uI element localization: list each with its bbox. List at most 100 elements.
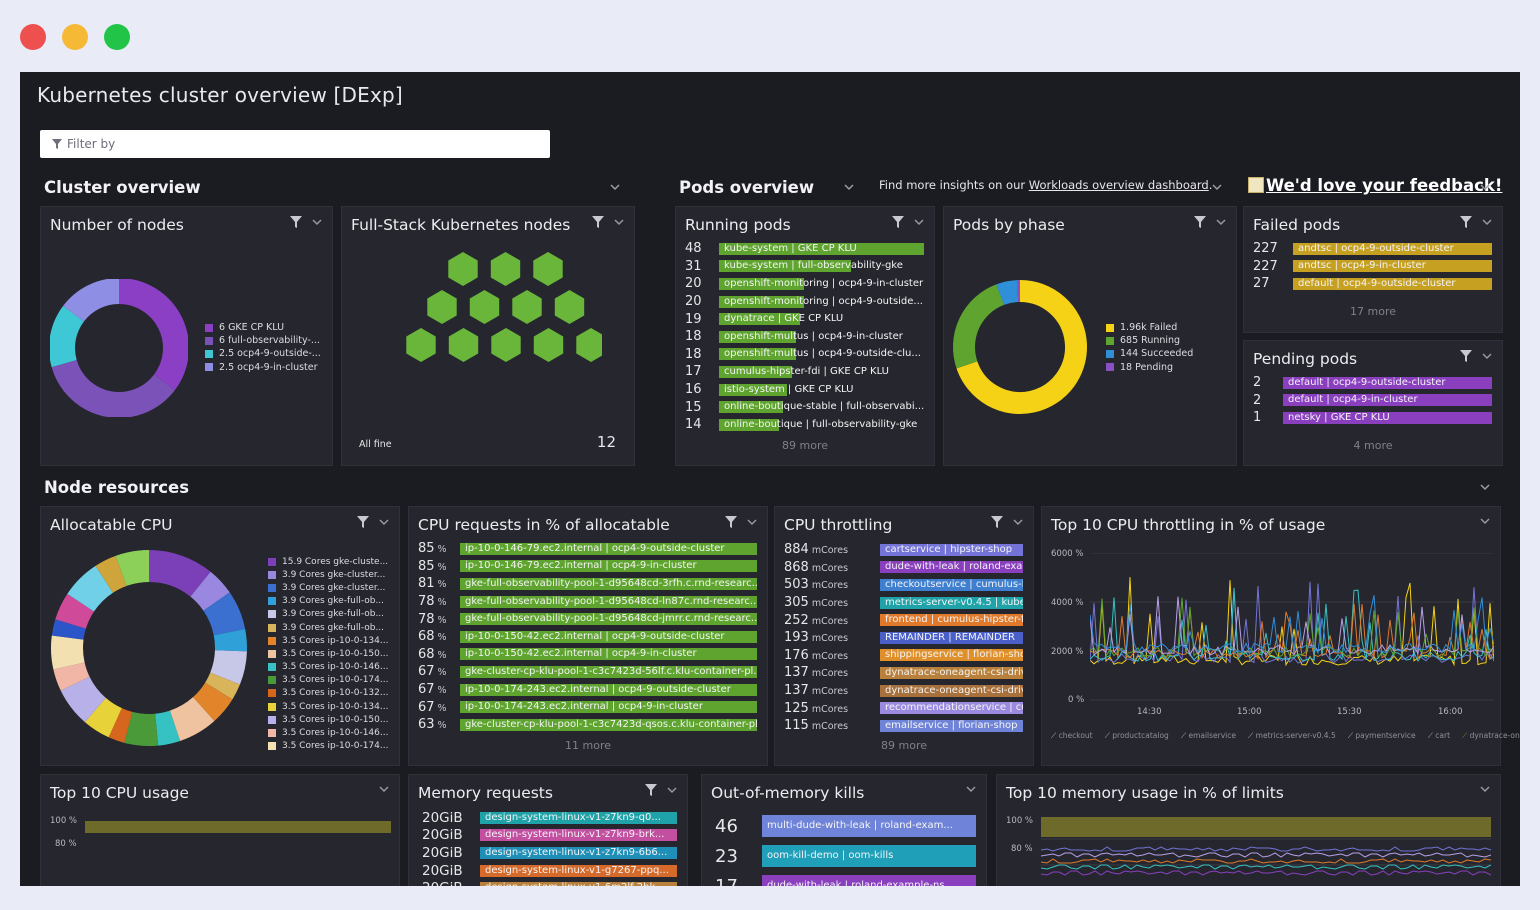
node-hexagon[interactable] [469,290,500,324]
node-hexagon[interactable] [554,290,585,324]
chevron-down-icon[interactable] [608,180,622,194]
allocatable-cpu-slice[interactable] [205,672,240,700]
feedback-link[interactable]: We'd love your feedback! [1248,176,1502,195]
node-hexagon[interactable] [491,328,521,362]
list-item[interactable]: 20GiB design-system-linux-v1-z7kn9-brk... [422,827,677,845]
list-item[interactable]: 78% gke-full-observability-pool-1-d95648c… [418,593,757,611]
chevron-down-icon[interactable] [667,785,677,795]
legend-item[interactable]: 3.9 Cores gke-full-ob... [268,608,388,621]
filter-input[interactable]: Filter by [40,130,550,158]
filter-icon[interactable] [1194,216,1206,228]
more-link[interactable]: 4 more [1353,439,1393,452]
legend-item[interactable]: 3.9 Cores gke-cluster... [268,568,388,581]
list-item[interactable]: 20 openshift-monitoring | ocp4-9-outside.… [685,293,924,311]
allocatable-cpu-slice[interactable] [190,571,230,612]
legend-item[interactable]: 6 full-observability-... [205,334,321,347]
allocatable-cpu-slice[interactable] [169,696,215,741]
nodes-slice[interactable] [51,359,175,417]
chevron-down-icon[interactable] [966,784,976,794]
list-item[interactable]: 193 mCores REMAINDER | REMAINDER [784,629,1023,647]
filter-icon[interactable] [1460,216,1472,228]
list-item[interactable]: 19 dynatrace | GKE CP KLU [685,310,924,328]
nodes-slice[interactable] [50,305,85,368]
allocatable-cpu-slice[interactable] [148,550,211,598]
filter-icon[interactable] [592,216,604,228]
list-item[interactable]: 81% gke-full-observability-pool-1-d95648c… [418,575,757,593]
list-item[interactable]: 17 dude-with-leak | roland-example-ns [715,871,976,886]
phase-slice[interactable] [953,284,1005,369]
legend-item[interactable]: 1.96k Failed [1106,321,1193,334]
allocatable-cpu-slice[interactable] [203,592,246,636]
filter-icon[interactable] [725,516,737,528]
node-hexagon[interactable] [448,252,478,286]
chevron-down-icon[interactable] [379,784,389,794]
more-link[interactable]: 89 more [881,739,927,752]
allocatable-cpu-slice[interactable] [210,649,247,685]
list-item[interactable]: 67% gke-cluster-cp-klu-pool-1-c3c7423d-56… [418,663,757,681]
filter-icon[interactable] [357,516,369,528]
list-item[interactable]: 227 andtsc | ocp4-9-outside-cluster [1253,240,1492,258]
list-item[interactable]: 27 default | ocp4-9-outside-cluster [1253,275,1492,293]
phase-slice[interactable] [996,280,1019,306]
legend-item[interactable]: 3.5 Cores ip-10-0-174... [268,674,388,687]
list-item[interactable]: 18 openshift-multus | ocp4-9-in-cluster [685,328,924,346]
legend-item[interactable]: 6 GKE CP KLU [205,321,321,334]
list-item[interactable]: 85% ip-10-0-146-79.ec2.internal | ocp4-9-… [418,558,757,576]
list-item[interactable]: 31 kube-system | full-observability-gke [685,258,924,276]
chevron-down-icon[interactable] [1478,480,1492,494]
legend-item[interactable]: 685 Running [1106,334,1193,347]
list-item[interactable]: 20GiB design-system-linux-v1-g7267-ppq... [422,862,677,880]
chevron-down-icon[interactable] [379,517,389,527]
legend-item[interactable]: 3.5 Cores ip-10-0-150... [268,713,388,726]
node-hexagon[interactable] [448,328,479,362]
list-item[interactable]: 884 mCores cartservice | hipster-shop [784,541,1023,559]
allocatable-cpu-slice[interactable] [108,708,133,743]
legend-item[interactable]: 15.9 Cores gke-cluste... [268,555,388,568]
list-item[interactable]: 67% ip-10-0-174-243.ec2.internal | ocp4-9… [418,681,757,699]
allocatable-cpu-slice[interactable] [53,662,90,691]
list-item[interactable]: 14 online-boutique | full-observability-g… [685,416,924,434]
chevron-down-icon[interactable] [1480,784,1490,794]
list-item[interactable]: 2 default | ocp4-9-in-cluster [1253,392,1492,410]
maximize-window-button[interactable] [104,24,130,50]
list-item[interactable]: 20 openshift-monitoring | ocp4-9-in-clust… [685,275,924,293]
list-item[interactable]: 63% gke-cluster-cp-klu-pool-1-c3c7423d-qs… [418,716,757,734]
list-item[interactable]: 68% ip-10-0-150-42.ec2.internal | ocp4-9-… [418,628,757,646]
list-item[interactable]: 46 multi-dude-with-leak | roland-exam... [715,811,976,841]
list-item[interactable]: 20GiB design-system-linux-v1-z7kn9-q0... [422,809,677,827]
filter-icon[interactable] [290,216,302,228]
chevron-down-icon[interactable] [914,217,924,227]
list-item[interactable]: 67% ip-10-0-174-243.ec2.internal | ocp4-9… [418,698,757,716]
legend-item[interactable]: 2.5 ocp4-9-in-cluster [205,361,321,374]
list-item[interactable]: 23 oom-kill-demo | oom-kills [715,841,976,871]
chevron-down-icon[interactable] [1013,517,1023,527]
chevron-down-icon[interactable] [1478,180,1492,194]
allocatable-cpu-slice[interactable] [67,565,114,613]
allocatable-cpu-slice[interactable] [213,628,247,652]
legend-item[interactable]: 2.5 ocp4-9-outside-... [205,347,321,360]
more-link[interactable]: 11 more [565,739,611,752]
legend-item[interactable]: ⟋ metrics-server-v0.4.5 [1248,731,1336,740]
list-item[interactable]: 85% ip-10-0-146-79.ec2.internal | ocp4-9-… [418,540,757,558]
legend-item[interactable]: 3.5 Cores ip-10-0-134... [268,634,388,647]
chevron-down-icon[interactable] [747,517,757,527]
chevron-down-icon[interactable] [1210,180,1224,194]
chevron-down-icon[interactable] [614,217,624,227]
legend-item[interactable]: 3.9 Cores gke-full-ob... [268,595,388,608]
legend-item[interactable]: 3.5 Cores ip-10-0-146... [268,726,388,739]
legend-item[interactable]: 3.5 Cores ip-10-0-146... [268,661,388,674]
chevron-down-icon[interactable] [1482,217,1492,227]
allocatable-cpu-slice[interactable] [55,593,95,630]
filter-icon[interactable] [1460,350,1472,362]
node-hexagon[interactable] [533,252,563,286]
more-link[interactable]: 89 more [782,439,828,452]
list-item[interactable]: 18 openshift-multus | ocp4-9-outside-clu.… [685,346,924,364]
filter-icon[interactable] [991,516,1003,528]
nodes-slice[interactable] [63,279,120,322]
list-item[interactable]: 68% ip-10-0-150-42.ec2.internal | ocp4-9-… [418,646,757,664]
list-item[interactable]: 115 mCores emailservice | florian-shop [784,717,1023,735]
allocatable-cpu-slice[interactable] [154,710,181,746]
